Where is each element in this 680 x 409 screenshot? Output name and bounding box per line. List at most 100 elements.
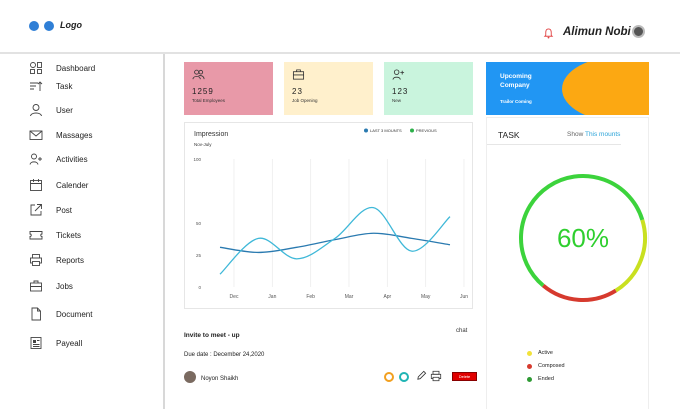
sidebar-item-label: Massages (56, 130, 93, 140)
series-line-1 (219, 206, 451, 275)
sidebar: Dashboard Task User Massages Activities … (0, 54, 165, 409)
x-tick-label: Jun (460, 294, 468, 300)
legend-label-previous: PREVIOUS (416, 128, 437, 133)
user-icon (30, 104, 42, 117)
sidebar-item-label: Document (56, 309, 93, 319)
users-icon (192, 69, 205, 80)
sidebar-item-reports[interactable]: Reports (29, 252, 84, 268)
ring-arc-active (519, 174, 645, 288)
status-ring-teal[interactable] (399, 372, 409, 382)
task-legend-composed: Composed (527, 363, 565, 369)
legend-dot (527, 363, 532, 369)
logo[interactable]: Logo (60, 20, 82, 30)
impression-chart-card: Impression Nov-July LAST 3 MOUNTS PREVIO… (184, 122, 473, 309)
sidebar-item-label: Reports (56, 255, 85, 265)
task-show-link[interactable]: This mounts (584, 131, 621, 138)
sidebar-item-label: Calender (56, 180, 89, 190)
sidebar-item-label: Payeall (56, 338, 83, 348)
sidebar-item-task[interactable]: Task (29, 78, 72, 94)
task-panel: TASK Show This mounts 60% Active Compose… (486, 117, 649, 409)
y-tick-label: 100 (193, 157, 201, 162)
legend-dot-previous (410, 128, 414, 133)
sidebar-item-label: Jobs (56, 281, 73, 291)
meeting-title: Invite to meet - up (184, 332, 240, 339)
top-bar: Logo Alimun Nobi (0, 0, 680, 52)
sidebar-item-label: Post (56, 205, 73, 215)
legend-dot (527, 376, 532, 382)
mail-icon (29, 130, 43, 140)
sidebar-item-payeall[interactable]: Payeall (29, 335, 82, 351)
legend-dot-last3 (364, 128, 368, 133)
banner-shape (562, 62, 649, 115)
sidebar-item-calender[interactable]: Calender (29, 177, 88, 193)
stat-card-employees[interactable]: 1259 Total Employees (184, 62, 273, 115)
stat-value: 23 (292, 87, 303, 96)
printer-icon (30, 254, 42, 266)
briefcase-icon (292, 69, 305, 80)
sidebar-item-activities[interactable]: Activities (29, 151, 88, 167)
ring-arc-ended (541, 283, 617, 302)
stat-card-job-opening[interactable]: 23 Job Opening (284, 62, 373, 115)
task-sort-icon (30, 81, 43, 91)
dashboard-icon (30, 62, 42, 74)
file-icon (31, 307, 41, 321)
chart-title: Impression (194, 131, 228, 138)
task-percent: 60% (557, 223, 609, 253)
task-show-label: Show (567, 131, 584, 138)
sidebar-item-massages[interactable]: Massages (29, 127, 92, 143)
stat-caption: New (392, 98, 402, 103)
pencil-icon[interactable] (416, 370, 427, 381)
upcoming-company-banner[interactable]: Upcoming Company Trailor Coming (486, 62, 649, 115)
task-legend-active: Active (527, 350, 553, 356)
stat-value: 123 (392, 87, 409, 96)
task-divider (487, 144, 621, 145)
sidebar-item-tickets[interactable]: Tickets (29, 227, 81, 243)
legend-label: Ended (538, 376, 554, 382)
task-filter[interactable]: Show This mounts (567, 131, 620, 138)
external-link-icon (30, 204, 42, 216)
legend-label-last3: LAST 3 MOUNTS (370, 128, 402, 133)
x-tick-label: Apr (383, 294, 391, 300)
sidebar-item-label: Tickets (56, 230, 82, 240)
meeting-due-date: Due date : December 24,2020 (184, 352, 265, 358)
x-tick-label: Jan (268, 294, 276, 300)
chart-range: Nov-July (194, 142, 212, 147)
delete-label: Delete (458, 374, 471, 379)
user-name[interactable]: Alimun Nobi (563, 26, 631, 38)
newspaper-icon (30, 337, 42, 349)
x-tick-label: Mar (345, 294, 354, 300)
user-avatar[interactable] (632, 25, 645, 38)
sidebar-item-label: User (56, 105, 73, 115)
printer-icon[interactable] (430, 370, 442, 382)
x-tick-label: May (421, 294, 431, 300)
x-tick-label: Feb (306, 294, 315, 300)
sidebar-item-label: Dashboard (56, 63, 96, 73)
bell-icon[interactable] (543, 28, 554, 39)
sidebar-item-document[interactable]: Document (29, 306, 92, 322)
sidebar-item-user[interactable]: User (29, 102, 73, 118)
banner-title: Upcoming Company (500, 73, 532, 89)
x-tick-label: Dec (230, 294, 239, 300)
stat-card-new[interactable]: 123 New (384, 62, 473, 115)
ticket-icon (29, 231, 43, 240)
sidebar-item-post[interactable]: Post (29, 202, 72, 218)
y-tick-label: 50 (196, 221, 202, 226)
delete-button[interactable]: Delete (452, 372, 477, 381)
chat-link[interactable]: chat (456, 328, 468, 334)
sidebar-item-label: Task (56, 81, 73, 91)
task-progress-ring: 60% (519, 174, 647, 302)
person-name: Noyon Shaikh (201, 376, 239, 382)
stat-caption: Job Opening (292, 98, 318, 103)
sidebar-item-dashboard[interactable]: Dashboard (29, 60, 95, 76)
ring-arc-composed (614, 219, 647, 293)
sidebar-item-jobs[interactable]: Jobs (29, 278, 73, 294)
stat-value: 1259 (192, 87, 214, 96)
task-legend-ended: Ended (527, 376, 554, 382)
person-avatar (184, 371, 196, 383)
legend-label: Composed (538, 363, 565, 369)
header-divider (0, 52, 680, 54)
window-dot (44, 21, 54, 31)
status-ring-orange[interactable] (384, 372, 394, 382)
calendar-icon (30, 179, 42, 191)
sidebar-item-label: Activities (56, 154, 88, 164)
